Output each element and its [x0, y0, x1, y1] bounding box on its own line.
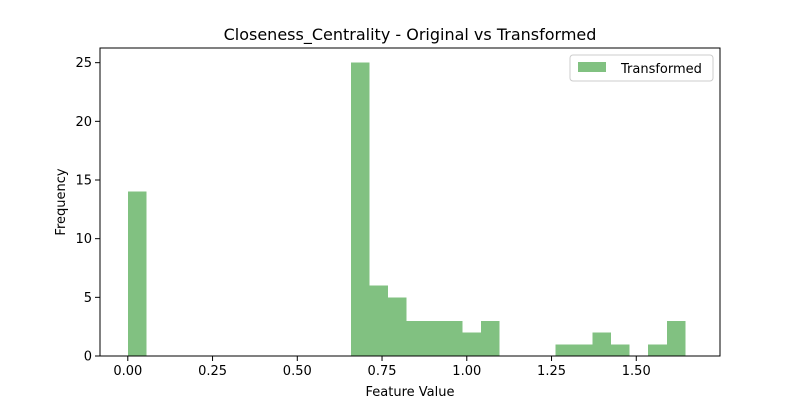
x-tick-label: 0.25: [198, 364, 227, 379]
histogram-bar: [480, 320, 500, 356]
histogram-bar: [406, 320, 426, 356]
plot-frame: [99, 47, 721, 357]
histogram-bar: [443, 320, 463, 356]
y-tick-label: 5: [84, 291, 92, 306]
histogram-bar: [648, 344, 667, 356]
histogram-bar: [611, 344, 630, 356]
x-tick-label: 0.50: [283, 364, 312, 379]
histogram-bar: [388, 297, 407, 356]
x-axis-ticks: 0.00 0.25 0.50 0.75 1.00 1.25 1.50: [113, 356, 651, 379]
y-axis-label: Frequency: [54, 168, 69, 235]
x-tick-label: 1.25: [537, 364, 566, 379]
bars-group: [127, 62, 686, 357]
histogram-bar: [573, 344, 593, 356]
histogram-bar: [462, 332, 481, 356]
histogram-bar: [666, 320, 686, 356]
y-axis-ticks: 0 5 10 15 20 25: [75, 56, 100, 365]
legend-box: [569, 54, 714, 82]
histogram-bar: [369, 285, 389, 356]
legend: Transformed: [569, 54, 714, 82]
chart-title: Closeness_Centrality - Original vs Trans…: [224, 25, 597, 45]
x-tick-label: 0.00: [113, 364, 142, 379]
histogram-bar: [425, 320, 444, 356]
legend-swatch: [578, 62, 606, 72]
x-tick-label: 1.00: [452, 364, 481, 379]
y-tick-label: 25: [75, 56, 92, 71]
y-tick-label: 10: [75, 232, 92, 247]
histogram-bar: [127, 191, 147, 356]
legend-label: Transformed: [620, 62, 702, 77]
y-tick-label: 15: [75, 174, 92, 189]
y-tick-label: 20: [75, 115, 92, 130]
x-tick-label: 1.50: [622, 364, 651, 379]
x-axis-label: Feature Value: [366, 385, 455, 400]
histogram-bar: [350, 62, 370, 357]
y-tick-label: 0: [84, 350, 92, 365]
histogram-bar: [592, 332, 612, 356]
histogram-bar: [555, 344, 574, 356]
x-tick-label: 0.75: [368, 364, 397, 379]
